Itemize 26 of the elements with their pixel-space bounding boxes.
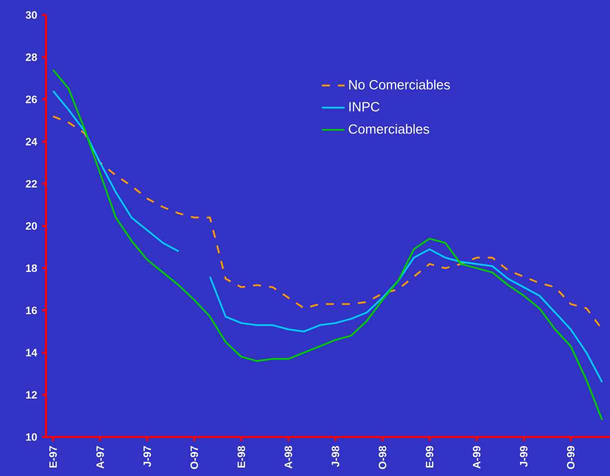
legend-label: INPC xyxy=(349,102,380,112)
x-tick-label: J-97 xyxy=(143,446,151,467)
x-tick-label: A-99 xyxy=(472,446,480,469)
y-tick-label: 26 xyxy=(26,96,37,104)
y-tick-label: 24 xyxy=(26,138,38,146)
legend-label: Comerciables xyxy=(348,124,430,134)
y-tick-label: 18 xyxy=(26,264,37,272)
x-tick-label: A-97 xyxy=(96,446,104,469)
y-tick-label: 12 xyxy=(26,391,37,399)
x-tick-label: J-99 xyxy=(520,446,528,467)
x-tick-label: E-98 xyxy=(238,446,246,468)
y-tick-label: 22 xyxy=(26,180,37,188)
x-tick-label: A-98 xyxy=(284,446,292,469)
legend-label: No Comerciables xyxy=(349,80,450,90)
y-tick-label: 14 xyxy=(26,348,38,356)
x-tick-label: E-99 xyxy=(426,446,434,468)
y-tick-label: 10 xyxy=(26,433,37,441)
y-tick-label: 30 xyxy=(26,11,37,19)
y-tick-label: 28 xyxy=(26,53,37,61)
x-tick-label: O-98 xyxy=(378,446,386,469)
x-tick-label: O-97 xyxy=(190,446,198,469)
x-tick-label: E-97 xyxy=(49,446,57,468)
x-tick-label: J-98 xyxy=(332,446,340,467)
y-tick-label: 16 xyxy=(26,306,37,314)
y-tick-label: 20 xyxy=(26,222,37,230)
x-tick-label: O-99 xyxy=(566,446,575,469)
